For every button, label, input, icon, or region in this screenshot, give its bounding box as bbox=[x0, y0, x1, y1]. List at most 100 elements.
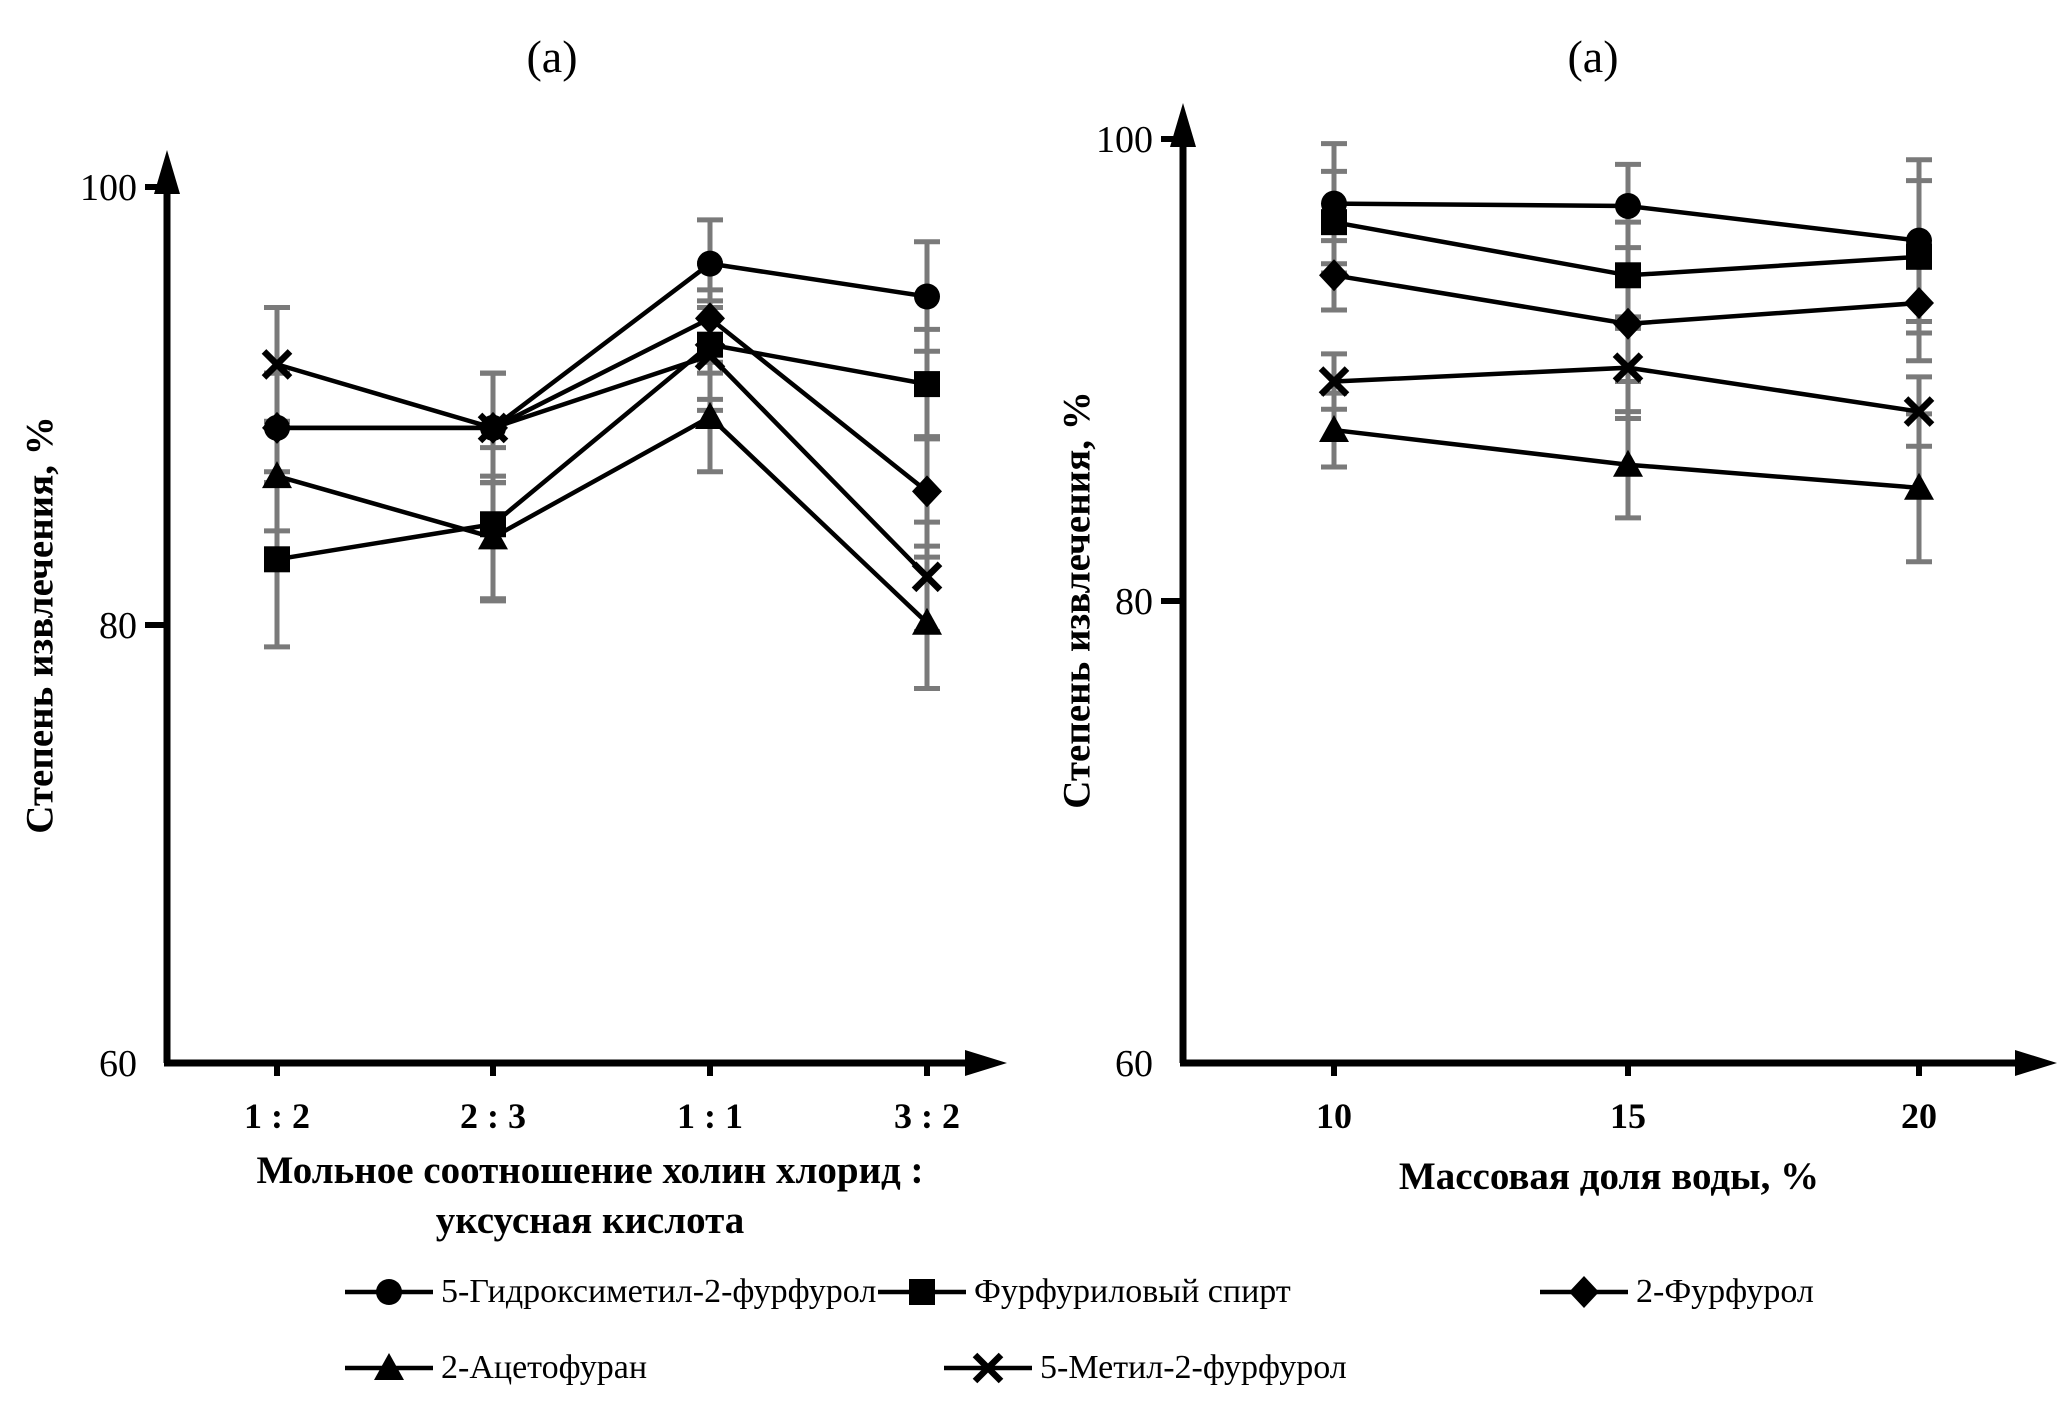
left-x-axis-label-line1: Мольное соотношение холин хлорид : bbox=[256, 1149, 924, 1192]
left-series-line bbox=[277, 261, 928, 431]
legend-item-methylfurfural: 5-Метил-2-фурфурол bbox=[942, 1346, 1347, 1390]
diamond-marker-shape bbox=[1319, 259, 1349, 292]
triangle-marker-icon bbox=[262, 461, 292, 489]
left-x-tick-label: 3 : 2 bbox=[894, 1096, 960, 1136]
diamond-marker-icon bbox=[1904, 287, 1934, 320]
left-chart-title: (a) bbox=[526, 31, 578, 82]
x-cross-marker-icon bbox=[1612, 352, 1644, 383]
legend-item-furfural: 2-Фурфурол bbox=[1538, 1270, 1814, 1314]
legend-label-methylfurfural: 5-Метил-2-фурфурол bbox=[1040, 1349, 1347, 1386]
legend-label-acetofuran: 2-Ацетофуран bbox=[441, 1349, 648, 1386]
left-y-tick-label: 80 bbox=[99, 605, 137, 647]
circle-marker-icon bbox=[914, 283, 940, 310]
square-marker-shape bbox=[909, 1279, 935, 1305]
left-y-tick-label: 60 bbox=[99, 1043, 137, 1085]
diamond-marker-shape bbox=[1569, 1276, 1599, 1308]
left-x-axis-arrow bbox=[965, 1050, 1007, 1076]
right-y-tick-label: 100 bbox=[1096, 119, 1153, 161]
x-cross-marker-icon bbox=[1318, 366, 1350, 397]
square-marker-shape bbox=[264, 546, 290, 573]
square-marker-shape bbox=[1906, 243, 1932, 270]
square-marker-icon bbox=[1615, 262, 1641, 289]
circle-marker-shape bbox=[914, 283, 940, 310]
left-x-axis-label: Мольное соотношение холин хлорид : уксус… bbox=[167, 1146, 1013, 1246]
triangle-marker-icon bbox=[1904, 472, 1934, 500]
diamond-marker-icon bbox=[912, 475, 942, 508]
square-marker-shape bbox=[914, 371, 940, 398]
legend-x-marker-icon bbox=[944, 1352, 1032, 1384]
square-marker-icon bbox=[264, 546, 290, 573]
right-x-tick-label: 15 bbox=[1610, 1096, 1646, 1136]
diamond-marker-icon bbox=[1319, 259, 1349, 292]
circle-marker-icon bbox=[376, 1279, 402, 1305]
left-x-tick-label: 1 : 2 bbox=[244, 1096, 310, 1136]
triangle-marker-icon bbox=[1613, 449, 1643, 477]
x-marker-stroke bbox=[972, 1352, 1004, 1384]
x-marker-stroke bbox=[911, 561, 943, 593]
diamond-marker-icon bbox=[262, 411, 292, 444]
x-cross-marker-icon bbox=[477, 412, 509, 444]
triangle-marker-icon bbox=[1319, 415, 1349, 443]
right-x-tick-label: 10 bbox=[1316, 1096, 1352, 1136]
right-x-tick-label: 20 bbox=[1901, 1096, 1937, 1136]
x-cross-marker-icon bbox=[972, 1352, 1004, 1384]
triangle-marker-shape bbox=[478, 522, 508, 550]
square-marker-shape bbox=[1615, 262, 1641, 289]
x-cross-marker-icon bbox=[1903, 396, 1935, 427]
diamond-marker-shape bbox=[262, 411, 292, 444]
right-x-axis-arrow bbox=[2015, 1050, 2057, 1076]
x-marker-stroke bbox=[1612, 352, 1644, 383]
square-marker-icon bbox=[909, 1279, 935, 1305]
square-marker-shape bbox=[1321, 209, 1347, 236]
x-marker-stroke bbox=[694, 340, 726, 371]
right-chart-title: (a) bbox=[1567, 31, 1619, 82]
right-chart-group: 60 80 100 10 15 20 bbox=[1096, 103, 2057, 1136]
x-cross-marker-icon bbox=[694, 340, 726, 371]
diamond-marker-shape bbox=[912, 475, 942, 508]
circle-marker-shape bbox=[1615, 192, 1641, 219]
left-series-line bbox=[276, 342, 928, 562]
right-y-axis-label: Степень извлечения, % bbox=[1055, 391, 1099, 809]
circle-marker-shape bbox=[376, 1279, 402, 1305]
legend-item-hmf: 5-Гидроксиметил-2-фурфурол bbox=[343, 1270, 876, 1314]
x-cross-marker-icon bbox=[261, 349, 293, 380]
square-marker-icon bbox=[1321, 209, 1347, 236]
diamond-marker-shape bbox=[695, 302, 725, 335]
right-x-axis-label: Массовая доля воды, % bbox=[1183, 1152, 2035, 1202]
triangle-marker-icon bbox=[912, 607, 942, 635]
legend-label-furfuryl-alcohol: Фурфуриловый спирт bbox=[974, 1273, 1291, 1310]
triangle-marker-icon bbox=[478, 522, 508, 550]
square-marker-icon bbox=[1906, 243, 1932, 270]
right-y-tick-label: 60 bbox=[1115, 1043, 1153, 1085]
left-x-axis-label-line2: уксусная кислота bbox=[435, 1198, 745, 1242]
circle-marker-shape bbox=[697, 250, 723, 277]
legend-label-hmf: 5-Гидроксиметил-2-фурфурол bbox=[441, 1273, 877, 1310]
triangle-marker-icon bbox=[374, 1353, 404, 1380]
left-series-line bbox=[276, 414, 929, 625]
circle-marker-icon bbox=[1615, 192, 1641, 219]
left-series-line bbox=[277, 315, 929, 494]
diamond-marker-shape bbox=[1904, 287, 1934, 320]
x-marker-stroke bbox=[1318, 366, 1350, 397]
diamond-marker-icon bbox=[695, 302, 725, 335]
left-x-tick-label: 1 : 1 bbox=[677, 1096, 743, 1136]
circle-marker-icon bbox=[697, 250, 723, 277]
legend-diamond-marker-icon bbox=[1540, 1276, 1628, 1308]
legend-label-furfural: 2-Фурфурол bbox=[1636, 1273, 1814, 1310]
triangle-marker-shape bbox=[1904, 472, 1934, 500]
triangle-marker-icon bbox=[695, 401, 725, 429]
triangle-marker-shape bbox=[262, 461, 292, 489]
left-y-axis-arrow bbox=[154, 150, 180, 194]
left-y-axis-label: Степень извлечения, % bbox=[18, 416, 62, 834]
left-series-line bbox=[276, 353, 929, 579]
x-marker-stroke bbox=[1903, 396, 1935, 427]
left-chart-group: 60 80 100 1 : 2 2 : 3 1 : 1 3 : 2 bbox=[80, 150, 1007, 1136]
legend-square-marker-icon bbox=[878, 1279, 966, 1305]
triangle-marker-shape bbox=[374, 1353, 404, 1380]
diamond-marker-shape bbox=[1613, 307, 1643, 340]
legend-item-furfuryl-alcohol: Фурфуриловый спирт bbox=[876, 1270, 1291, 1314]
diamond-marker-icon bbox=[1613, 307, 1643, 340]
legend-triangle-marker-icon bbox=[345, 1353, 433, 1380]
